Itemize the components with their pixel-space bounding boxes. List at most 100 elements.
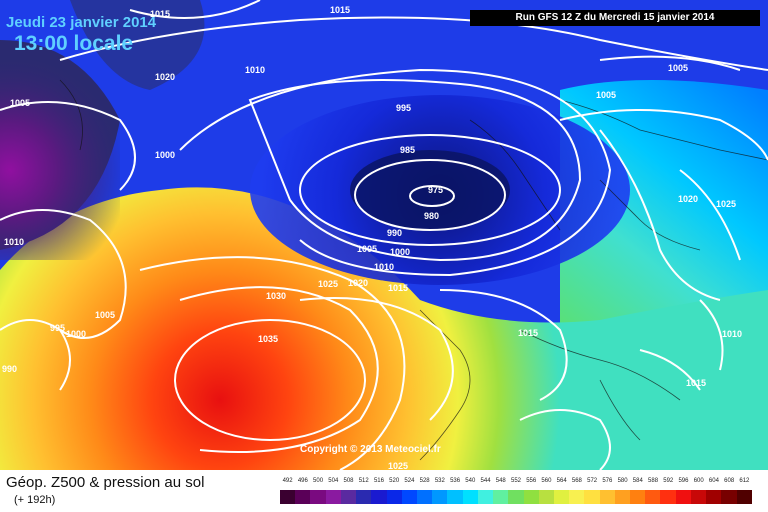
map-title: Géop. Z500 & pression au sol bbox=[6, 474, 205, 491]
legend-tick-label: 504 bbox=[328, 478, 339, 484]
legend-swatch bbox=[630, 490, 646, 504]
isobar-label: 1010 bbox=[245, 65, 265, 75]
isobar-label: 1010 bbox=[722, 329, 742, 339]
legend-tick-label: 584 bbox=[632, 478, 643, 484]
legend-tick-label: 568 bbox=[571, 478, 582, 484]
legend-swatch bbox=[614, 490, 631, 504]
isobar-label: 1025 bbox=[388, 461, 408, 470]
legend-swatch bbox=[280, 490, 296, 504]
legend-tick-label: 572 bbox=[587, 478, 598, 484]
legend-swatch bbox=[569, 490, 585, 504]
map-canvas: 1015 1015 1005 1020 1010 1005 1000 995 9… bbox=[0, 0, 768, 470]
isobar-label: 990 bbox=[387, 228, 402, 238]
isobar-label: 1005 bbox=[596, 90, 616, 100]
isobar-label: 980 bbox=[424, 211, 439, 221]
legend-swatch bbox=[386, 490, 402, 504]
legend-swatch bbox=[538, 490, 554, 504]
legend-swatch bbox=[462, 490, 478, 504]
isobars bbox=[0, 0, 768, 470]
isobar-label: 1015 bbox=[388, 283, 408, 293]
legend-swatch bbox=[553, 490, 570, 504]
legend-swatch bbox=[356, 490, 372, 504]
legend-tick-label: 512 bbox=[358, 478, 369, 484]
legend-swatch bbox=[477, 490, 494, 504]
legend-tick-label: 508 bbox=[343, 478, 354, 484]
legend-tick-label: 556 bbox=[526, 478, 537, 484]
legend-tick-label: 528 bbox=[419, 478, 430, 484]
legend-swatch bbox=[660, 490, 676, 504]
isobar-label: 1005 bbox=[10, 98, 30, 108]
legend-swatch bbox=[340, 490, 357, 504]
legend-tick-label: 576 bbox=[602, 478, 613, 484]
isobar-label: 1010 bbox=[374, 262, 394, 272]
legend-swatch bbox=[736, 490, 752, 504]
legend-swatch bbox=[295, 490, 311, 504]
isobar-label: 995 bbox=[50, 323, 65, 333]
legend-swatch bbox=[645, 490, 661, 504]
legend-tick-label: 540 bbox=[465, 478, 476, 484]
legend-swatch bbox=[432, 490, 448, 504]
legend-swatch bbox=[416, 490, 433, 504]
isobar-label: 1000 bbox=[155, 150, 175, 160]
legend-tick-label: 612 bbox=[739, 478, 750, 484]
forecast-date: Jeudi 23 janvier 2014 bbox=[6, 14, 157, 31]
isobar-label: 1010 bbox=[4, 237, 24, 247]
legend-tick-label: 524 bbox=[404, 478, 415, 484]
legend-tick-label: 500 bbox=[313, 478, 324, 484]
legend-tick-label: 596 bbox=[678, 478, 689, 484]
isobar-label: 1005 bbox=[95, 310, 115, 320]
isobar-label: 1035 bbox=[258, 334, 278, 344]
legend-swatch bbox=[371, 490, 387, 504]
legend-tick-label: 600 bbox=[693, 478, 704, 484]
isobar-label: 1015 bbox=[686, 378, 706, 388]
legend-swatch bbox=[675, 490, 691, 504]
legend-swatch bbox=[493, 490, 509, 504]
coastlines bbox=[59, 79, 768, 461]
legend-tick-label: 580 bbox=[617, 478, 628, 484]
legend-swatch bbox=[690, 490, 707, 504]
isobar-label: 1005 bbox=[357, 244, 377, 254]
legend-swatch bbox=[599, 490, 615, 504]
weather-map: 1015 1015 1005 1020 1010 1005 1000 995 9… bbox=[0, 0, 768, 470]
legend-tick-label: 520 bbox=[389, 478, 400, 484]
footer: Géop. Z500 & pression au sol (+ 192h) 49… bbox=[0, 470, 768, 512]
legend-swatch bbox=[401, 490, 417, 504]
legend-tick-label: 608 bbox=[724, 478, 735, 484]
isobar-label: 1020 bbox=[348, 278, 368, 288]
isobar-label: 1000 bbox=[66, 329, 86, 339]
legend-swatch bbox=[508, 490, 524, 504]
isobar-label: 985 bbox=[400, 145, 415, 155]
legend-tick-label: 564 bbox=[556, 478, 567, 484]
isobar-label: 1015 bbox=[518, 328, 538, 338]
isobar-label: 1015 bbox=[150, 9, 170, 19]
legend-tick-label: 560 bbox=[541, 478, 552, 484]
high-pressure-field bbox=[0, 187, 768, 470]
isobar-label: 1020 bbox=[155, 72, 175, 82]
legend-tick-label: 588 bbox=[648, 478, 659, 484]
legend-tick-label: 552 bbox=[510, 478, 521, 484]
legend-swatch bbox=[584, 490, 600, 504]
model-run-label: Run GFS 12 Z du Mercredi 15 janvier 2014 bbox=[470, 10, 760, 26]
copyright-notice: Copyright © 2013 Meteociel.fr bbox=[300, 444, 441, 455]
legend-swatch bbox=[706, 490, 722, 504]
forecast-time: 13:00 locale bbox=[14, 32, 134, 55]
isobar-labels: 1015 1015 1005 1020 1010 1005 1000 995 9… bbox=[2, 5, 742, 470]
legend-swatch bbox=[310, 490, 326, 504]
color-scale-legend: 492 496 500 504 508 512 516 520 524 528 532 536 540 5… bbox=[280, 478, 752, 510]
legend-tick-label: 592 bbox=[663, 478, 674, 484]
legend-swatch bbox=[523, 490, 539, 504]
forecast-lead-time: (+ 192h) bbox=[14, 494, 56, 506]
legend-labels: 492 496 500 504 508 512 516 520 524 528 532 536 540 5… bbox=[280, 478, 752, 488]
legend-tick-label: 548 bbox=[495, 478, 506, 484]
legend-swatch bbox=[721, 490, 737, 504]
isobar-label: 1015 bbox=[330, 5, 350, 15]
legend-tick-label: 516 bbox=[373, 478, 384, 484]
legend-tick-label: 532 bbox=[434, 478, 445, 484]
legend-tick-label: 492 bbox=[282, 478, 293, 484]
isobar-label: 990 bbox=[2, 364, 17, 374]
isobar-label: 995 bbox=[396, 103, 411, 113]
isobar-label: 1030 bbox=[266, 291, 286, 301]
legend-tick-label: 544 bbox=[480, 478, 491, 484]
legend-swatch bbox=[325, 490, 341, 504]
isobar-label: 1020 bbox=[678, 194, 698, 204]
